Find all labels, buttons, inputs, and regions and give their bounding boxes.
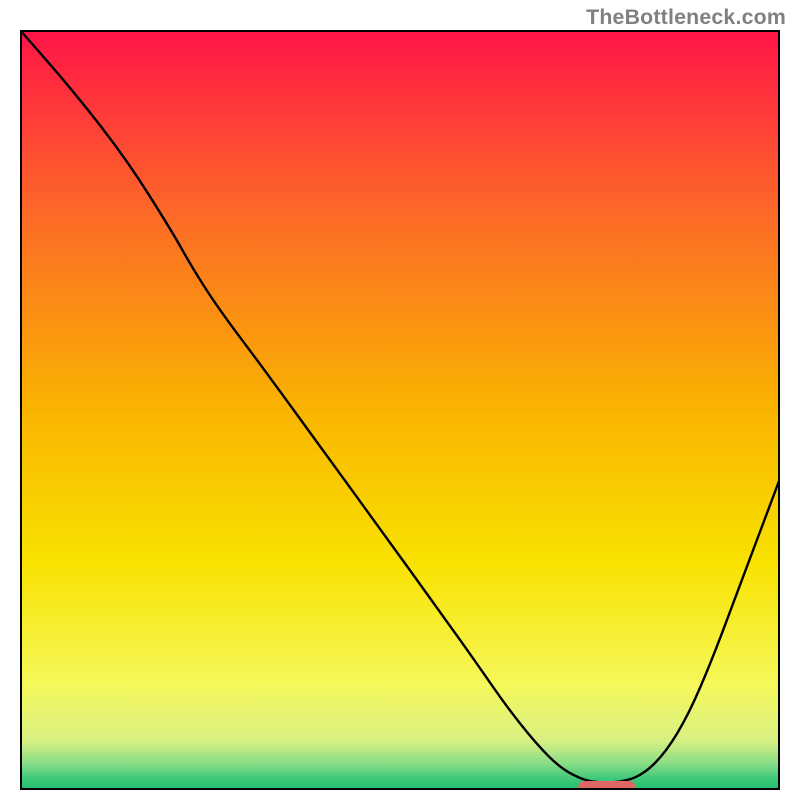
canvas: TheBottleneck.com <box>0 0 800 800</box>
curve-line <box>20 30 780 782</box>
plot-area <box>20 30 780 790</box>
min-marker <box>578 781 635 790</box>
plot-svg <box>20 30 780 790</box>
watermark-text: TheBottleneck.com <box>586 5 786 30</box>
